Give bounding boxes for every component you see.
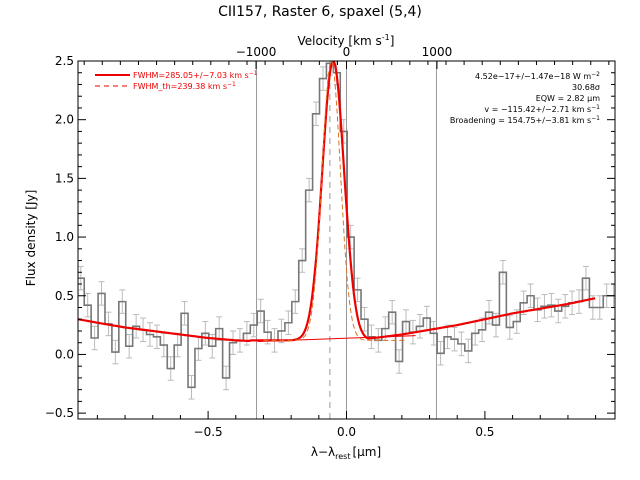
annotation-velocity-sup: −1 [591, 104, 600, 111]
legend-label-fwhm: FWHM=285.05+/−7.03 km s [133, 71, 249, 80]
annotation-flux-sup: −2 [591, 71, 600, 78]
x-tick-label-0: −0.5 [194, 425, 223, 439]
axis-ticks: −0.5 0.0 0.5 −0.5 0.0 0.5 1.0 1.5 2.0 2.5 −1000 0 10… [45, 45, 615, 439]
annotation-broadening: Broadening = 154.75+/−3.81 km s−1 [450, 115, 600, 125]
x-tick-label-1: 0.0 [337, 425, 356, 439]
legend-label-fwhm-th: FWHM_th=239.38 km s [133, 82, 227, 91]
x-axis-label-unit: [μm] [352, 445, 381, 459]
top-axis-label: Velocity [km s-1] [298, 33, 395, 48]
annotation-flux-text: 4.52e−17+/−1.47e−18 W m [475, 72, 591, 81]
x-axis-label-main: λ−λ [311, 445, 335, 459]
top-tick-label-2: 1000 [422, 45, 453, 59]
legend-entry-fwhm-th: FWHM_th=239.38 km s−1 [133, 81, 236, 91]
top-axis-label-main: Velocity [km s [298, 34, 382, 48]
x-axis-label: λ−λrest [μm] [311, 445, 381, 461]
legend-sup-fwhm: −1 [249, 70, 258, 77]
annotation-broadening-text: Broadening = 154.75+/−3.81 km s [450, 116, 591, 125]
annotation-sigma-text: 30.68σ [572, 83, 600, 92]
annotation-velocity-text: v = −115.42+/−2.71 km s [484, 105, 591, 114]
top-axis-label-end: ] [390, 34, 395, 48]
chart-title: CII157, Raster 6, spaxel (5,4) [218, 4, 422, 20]
y-tick-label-4: 1.5 [55, 171, 74, 185]
fit-annotations: 4.52e−17+/−1.47e−18 W m−2 30.68σ EQW = 2… [450, 71, 600, 125]
gaussian-fit-line [78, 61, 596, 342]
y-tick-label-2: 0.5 [55, 289, 74, 303]
y-axis-label: Flux density [Jy] [24, 190, 38, 287]
top-tick-label-1: 0 [343, 45, 351, 59]
svg-text:λ−λrest[μm]: λ−λrest [μm] [311, 445, 381, 461]
top-tick-label-0: −1000 [236, 45, 277, 59]
legend-sup-fwhm-th: −1 [227, 81, 236, 88]
annotation-flux: 4.52e−17+/−1.47e−18 W m−2 [475, 71, 600, 81]
y-tick-label-3: 1.0 [55, 230, 74, 244]
svg-text:Velocity [km s-1]: Velocity [km s-1] [298, 33, 395, 48]
x-tick-label-2: 0.5 [475, 425, 494, 439]
annotation-eqw: EQW = 2.82 μm [536, 94, 600, 103]
annotation-velocity: v = −115.42+/−2.71 km s−1 [484, 104, 600, 114]
legend: FWHM=285.05+/−7.03 km s−1 FWHM_th=239.38… [95, 70, 258, 91]
top-axis-label-sup: -1 [382, 33, 390, 42]
y-tick-label-5: 2.0 [55, 113, 74, 127]
thermal-fit-line [263, 61, 408, 341]
y-tick-label-0: −0.5 [45, 406, 74, 420]
legend-entry-fwhm: FWHM=285.05+/−7.03 km s−1 [133, 70, 258, 80]
y-tick-label-1: 0.0 [55, 347, 74, 361]
annotation-broadening-sup: −1 [591, 115, 600, 122]
x-axis-label-sub: rest [335, 452, 350, 461]
vertical-marker-lines [256, 61, 437, 419]
y-tick-label-6: 2.5 [55, 54, 74, 68]
data-layer [78, 61, 615, 400]
annotation-eqw-text: EQW = 2.82 μm [536, 94, 600, 103]
annotation-sigma: 30.68σ [572, 83, 600, 92]
